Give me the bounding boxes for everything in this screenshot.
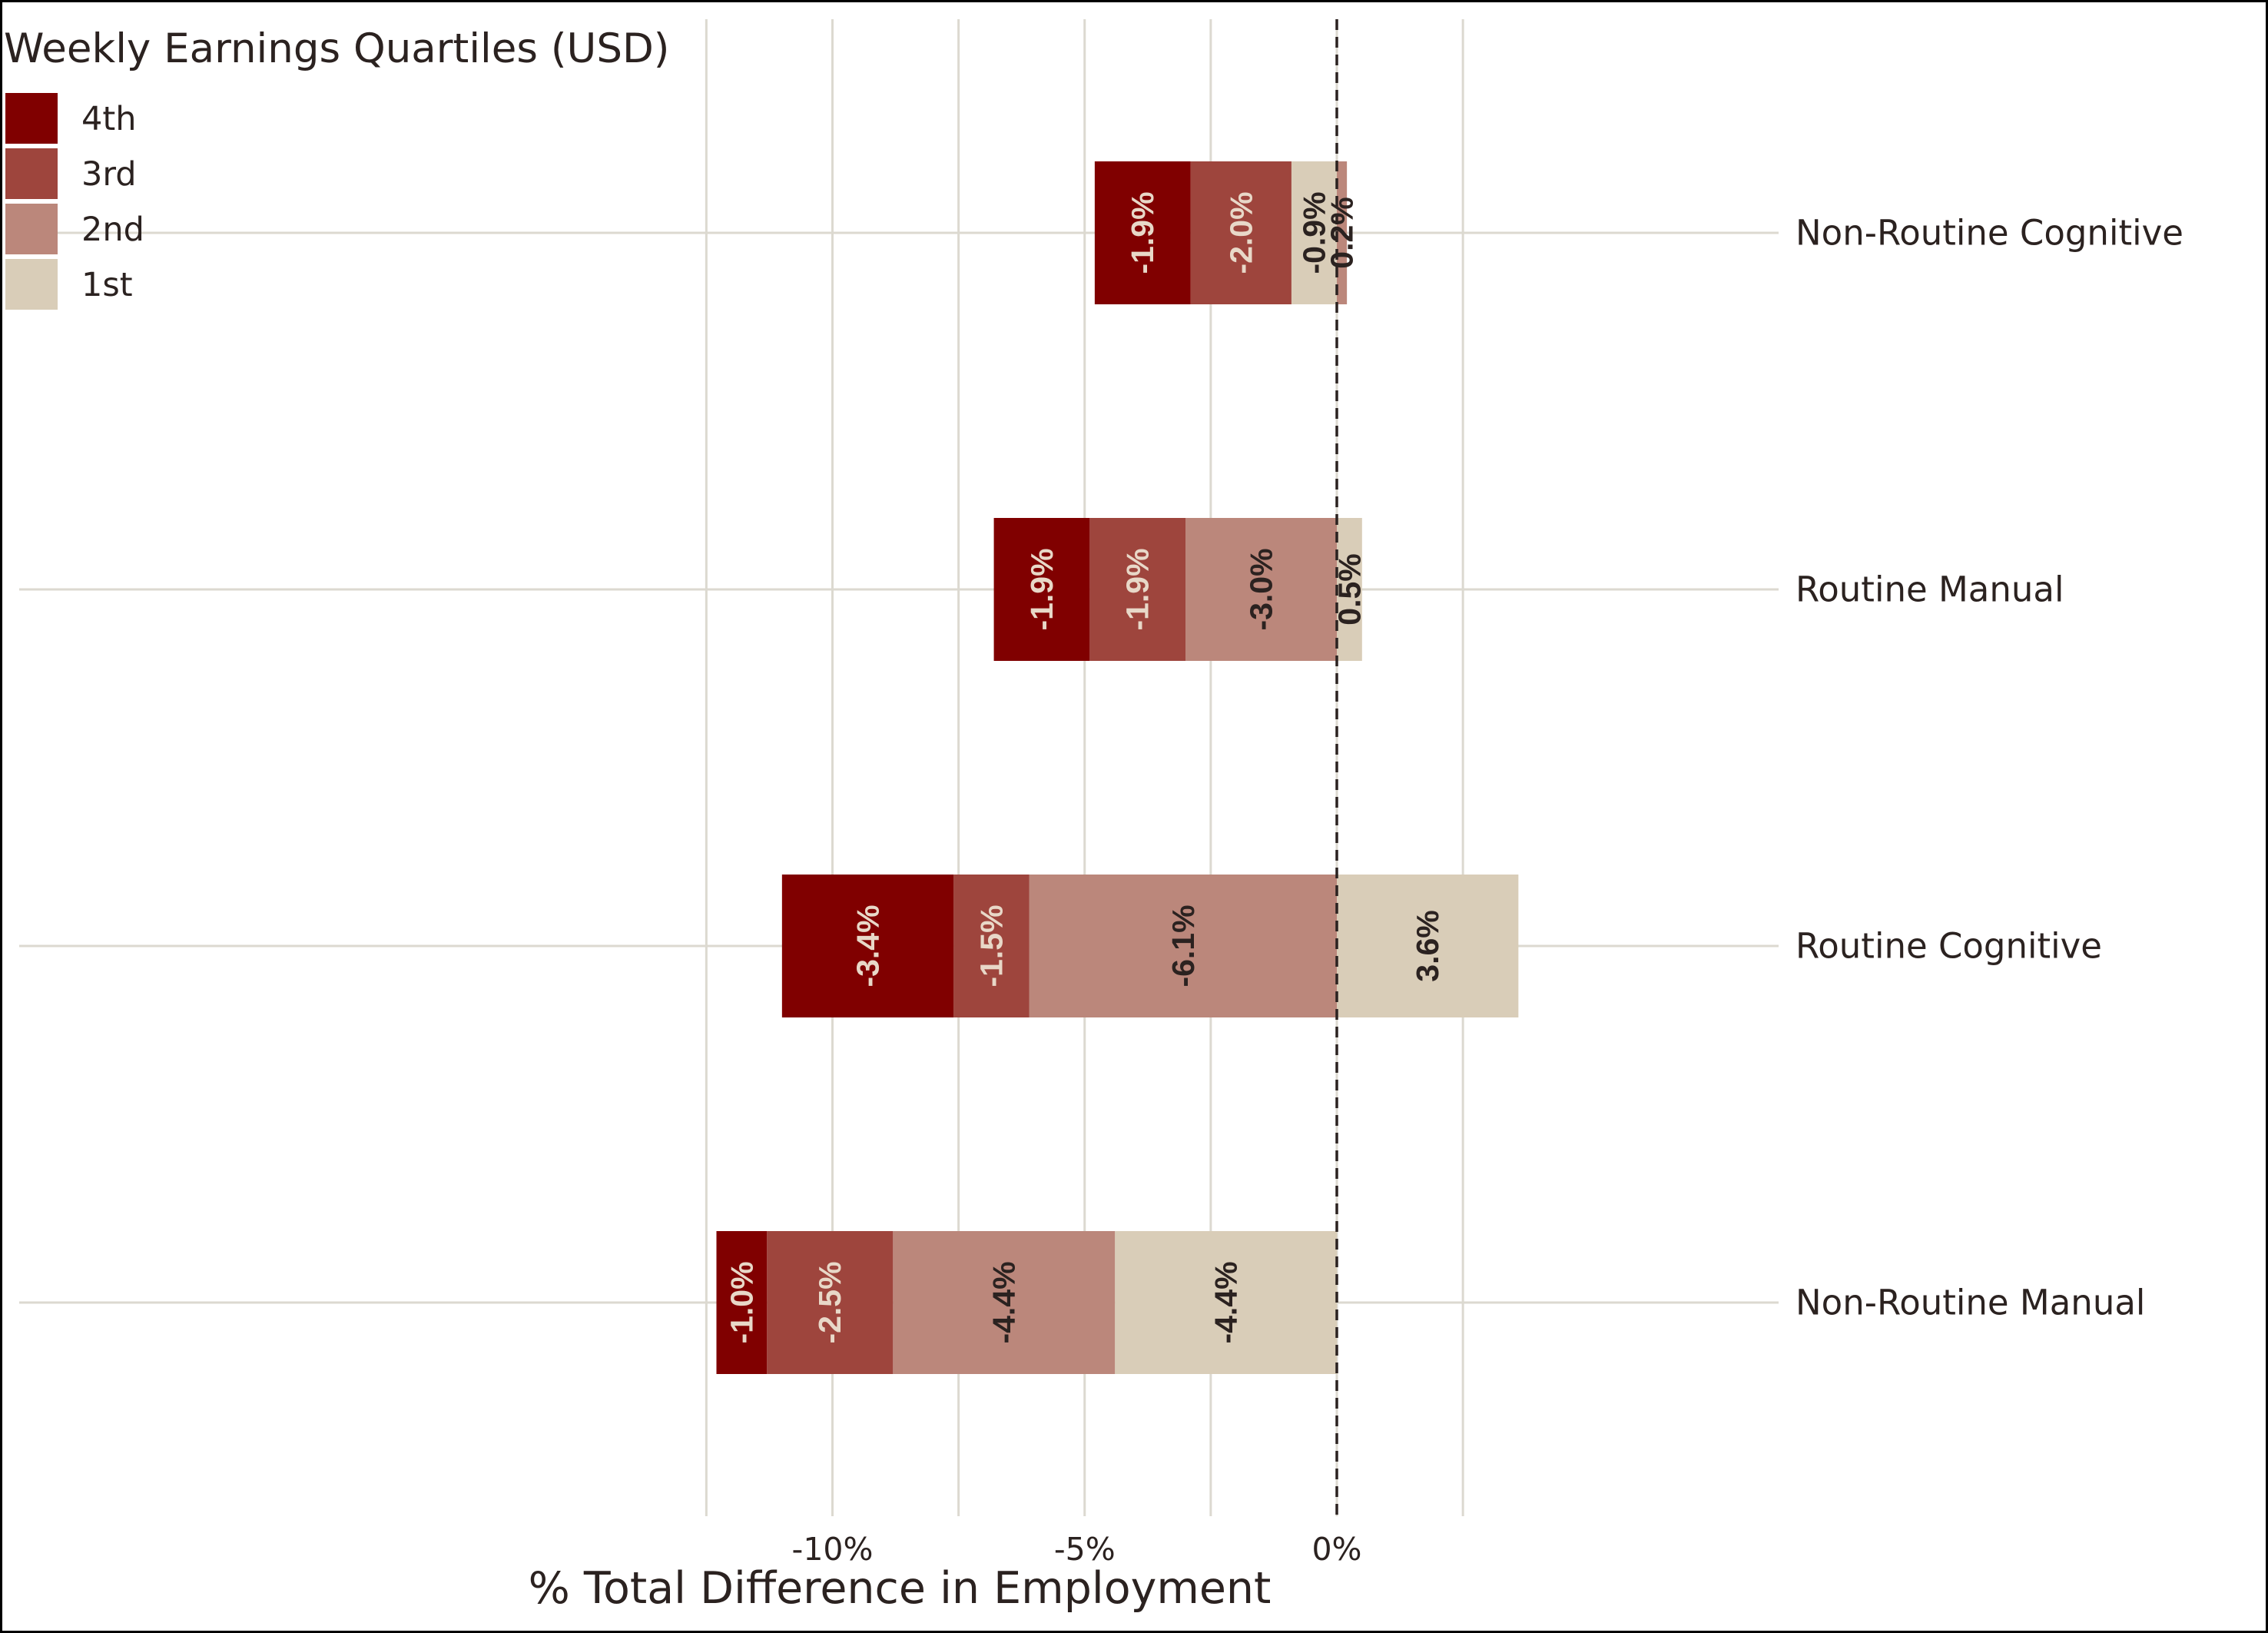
legend: Weekly Earnings Quartiles (USD) 4th 3rd 2n… — [4, 25, 669, 310]
bar-value-label: -4.4% — [986, 1261, 1022, 1343]
x-tick-label: 0% — [1311, 1531, 1361, 1568]
bar-segment — [1337, 161, 1348, 304]
x-tick-label: -10% — [792, 1531, 874, 1568]
bar-value-label: -3.0% — [1244, 548, 1279, 630]
x-tick-label: -5% — [1054, 1531, 1116, 1568]
bar-value-label: -6.1% — [1166, 904, 1201, 987]
bar-segment — [993, 518, 1090, 661]
bar-value-label: -1.9% — [1125, 191, 1160, 274]
bar-segment — [1115, 1231, 1337, 1374]
category-label: Routine Manual — [1796, 569, 2064, 610]
x-axis-title: % Total Difference in Employment — [529, 1563, 1272, 1614]
legend-title: Weekly Earnings Quartiles (USD) — [4, 25, 669, 72]
category-label: Non-Routine Manual — [1796, 1283, 2145, 1323]
bar-value-label: -2.5% — [812, 1261, 847, 1343]
legend-swatch — [5, 259, 58, 310]
bar-value-label: -1.0% — [724, 1261, 759, 1343]
bar-segment — [1291, 161, 1337, 304]
axis-layer: % Total Difference in Employment Non-Rou… — [529, 213, 2183, 1615]
bar-value-label: 3.6% — [1410, 910, 1445, 981]
bar-segment — [1029, 875, 1337, 1017]
legend-swatch — [5, 148, 58, 199]
bar-layer — [716, 161, 1519, 1374]
bar-segment — [716, 1231, 768, 1374]
category-label: Non-Routine Cognitive — [1796, 213, 2183, 254]
legend-label: 1st — [81, 266, 133, 304]
bar-value-label: 0.5% — [1331, 553, 1367, 625]
legend-swatch — [5, 204, 58, 254]
bar-segment — [1185, 518, 1337, 661]
bar-value-label: -1.5% — [973, 904, 1009, 987]
legend-label: 2nd — [81, 211, 144, 249]
bar-label-layer: -0.9%0.2% -2.0% -1.9% 0.5% -3.0% -1.9% -1.9% 3.… — [724, 191, 1445, 1343]
bar-segment — [1089, 518, 1186, 661]
bar-segment — [781, 875, 954, 1017]
legend-label: 3rd — [81, 155, 137, 194]
legend-swatch — [5, 93, 58, 144]
bar-value-label: -0.9% — [1296, 191, 1331, 274]
bar-value-label: -4.4% — [1209, 1261, 1244, 1343]
bar-segment — [953, 875, 1030, 1017]
bar-value-label: -1.9% — [1120, 548, 1156, 630]
category-label: Routine Cognitive — [1796, 926, 2102, 967]
bar-segment — [893, 1231, 1116, 1374]
legend-label: 4th — [81, 100, 136, 138]
bar-segment — [1337, 875, 1519, 1017]
bar-segment — [1190, 161, 1292, 304]
bar-segment — [1337, 518, 1362, 661]
bar-segment — [1094, 161, 1191, 304]
bar-segment — [767, 1231, 894, 1374]
bar-value-label: 0.2% — [1325, 197, 1360, 268]
bar-value-label: -1.9% — [1024, 548, 1059, 630]
bar-value-label: -3.4% — [850, 904, 885, 987]
bar-value-label: -2.0% — [1223, 191, 1258, 274]
